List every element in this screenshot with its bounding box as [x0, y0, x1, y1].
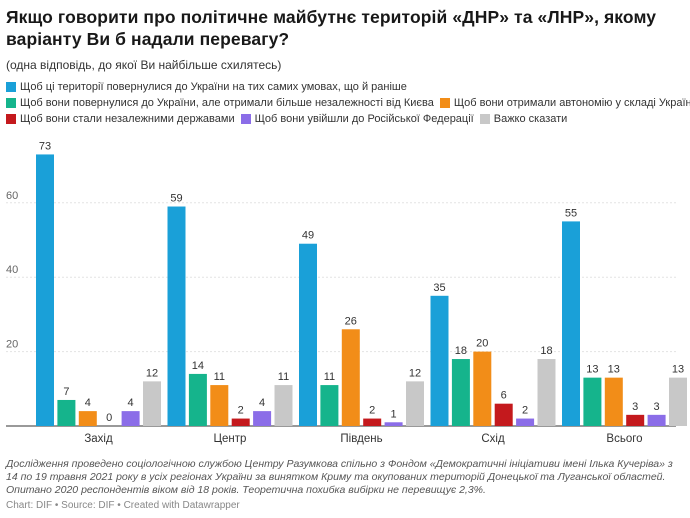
bar-value-label: 11 — [324, 371, 335, 383]
bar — [36, 154, 54, 426]
bar-value-label: 4 — [85, 397, 91, 409]
chart-subtitle: (одна відповідь, до якої Ви найбільше сх… — [6, 58, 282, 72]
legend-item: Щоб вони отримали автономію у складі Укр… — [439, 95, 690, 111]
bar-value-label: 20 — [476, 338, 488, 350]
bar-value-label: 13 — [672, 364, 684, 376]
bar-value-label: 12 — [409, 367, 421, 379]
bar-value-label: 2 — [238, 405, 244, 417]
bar — [494, 403, 513, 426]
legend-item: Щоб вони увійшли до Російської Федерації — [240, 111, 474, 127]
legend-swatch — [6, 98, 16, 108]
bar — [121, 411, 140, 426]
bar-value-label: 4 — [128, 397, 134, 409]
legend-label: Щоб вони повернулися до України, але отр… — [20, 97, 434, 109]
bar-value-label: 73 — [39, 140, 51, 152]
y-tick-label: 60 — [6, 190, 18, 202]
bar-value-label: 13 — [586, 364, 598, 376]
legend-label: Щоб вони стали незалежними державами — [20, 113, 235, 125]
bar — [57, 399, 76, 426]
bar — [406, 381, 424, 426]
legend-label: Важко сказати — [493, 113, 568, 125]
legend-swatch — [6, 114, 16, 124]
bar-value-label: 2 — [522, 405, 528, 417]
x-tick-label: Схід — [481, 433, 505, 445]
bar — [626, 414, 645, 426]
bar-value-label: 55 — [565, 207, 577, 219]
bar — [299, 243, 317, 426]
bar — [167, 206, 186, 426]
bar — [473, 351, 492, 426]
legend-swatch — [479, 114, 490, 124]
legend-item: Щоб вони повернулися до України, але отр… — [6, 95, 434, 111]
x-tick-label: Всього — [606, 433, 642, 445]
x-tick-label: Захід — [84, 433, 113, 445]
legend-swatch — [6, 82, 16, 92]
bar — [562, 221, 580, 426]
bar — [143, 381, 161, 426]
bar — [210, 385, 229, 426]
bar-value-label: 13 — [608, 364, 620, 376]
bar — [188, 373, 207, 426]
y-tick-label: 20 — [6, 339, 18, 351]
bar-value-label: 11 — [278, 371, 289, 383]
bar-value-label: 12 — [146, 367, 158, 379]
bar-chart: 20406073740412Захід5914112411Центр491126… — [6, 140, 687, 445]
bar — [604, 377, 623, 426]
legend-item: Щоб ці території повернулися до України … — [6, 79, 407, 95]
x-tick-label: Південь — [340, 433, 382, 445]
bar-value-label: 0 — [106, 412, 112, 424]
x-tick-label: Центр — [214, 433, 247, 445]
bar — [430, 295, 449, 426]
bar-value-label: 26 — [345, 315, 357, 327]
bar — [384, 422, 403, 426]
bar-value-label: 14 — [192, 360, 204, 372]
methodology-note: Дослідження проведено соціологічною служ… — [6, 458, 673, 496]
bar-value-label: 7 — [63, 386, 69, 398]
y-tick-label: 40 — [6, 264, 18, 276]
bar-value-label: 18 — [455, 345, 467, 357]
bar — [341, 329, 360, 426]
bar-value-label: 3 — [632, 401, 638, 413]
legend-swatch — [439, 98, 450, 108]
bar — [451, 359, 470, 426]
legend-label: Щоб ці території повернулися до України … — [20, 81, 407, 93]
legend: Щоб ці території повернулися до України … — [6, 79, 690, 127]
legend-item: Важко сказати — [479, 111, 568, 127]
legend-row: Щоб ці території повернулися до України … — [6, 79, 686, 95]
bar-value-label: 6 — [501, 390, 507, 402]
bar — [669, 377, 687, 426]
bar — [78, 411, 97, 426]
bar — [320, 385, 339, 426]
legend-row: Щоб вони стали незалежними державами Щоб… — [6, 111, 686, 127]
bar — [274, 385, 293, 426]
bar-value-label: 4 — [259, 397, 265, 409]
bar-value-label: 59 — [170, 193, 182, 205]
legend-label: Щоб вони отримали автономію у складі Укр… — [453, 97, 690, 109]
legend-row: Щоб вони повернулися до України, але отр… — [6, 95, 690, 111]
bar — [363, 418, 382, 426]
bar-value-label: 1 — [391, 408, 397, 420]
source-byline: Chart: DIF • Source: DIF • Created with … — [6, 500, 240, 511]
bar-value-label: 3 — [654, 401, 660, 413]
legend-label: Щоб вони увійшли до Російської Федерації — [254, 113, 474, 125]
bar-value-label: 35 — [433, 282, 445, 294]
bar — [516, 418, 535, 426]
legend-swatch — [240, 114, 251, 124]
bar — [231, 418, 250, 426]
chart-title: Якщо говорити про політичне майбутнє тер… — [6, 7, 657, 49]
bar — [253, 411, 272, 426]
bar — [647, 414, 666, 426]
legend-item: Щоб вони стали незалежними державами — [6, 111, 235, 127]
bar-value-label: 11 — [214, 371, 225, 383]
bar-value-label: 49 — [302, 230, 314, 242]
bar — [537, 359, 556, 426]
bar — [583, 377, 602, 426]
bar-value-label: 18 — [540, 345, 552, 357]
bar-value-label: 2 — [369, 405, 375, 417]
